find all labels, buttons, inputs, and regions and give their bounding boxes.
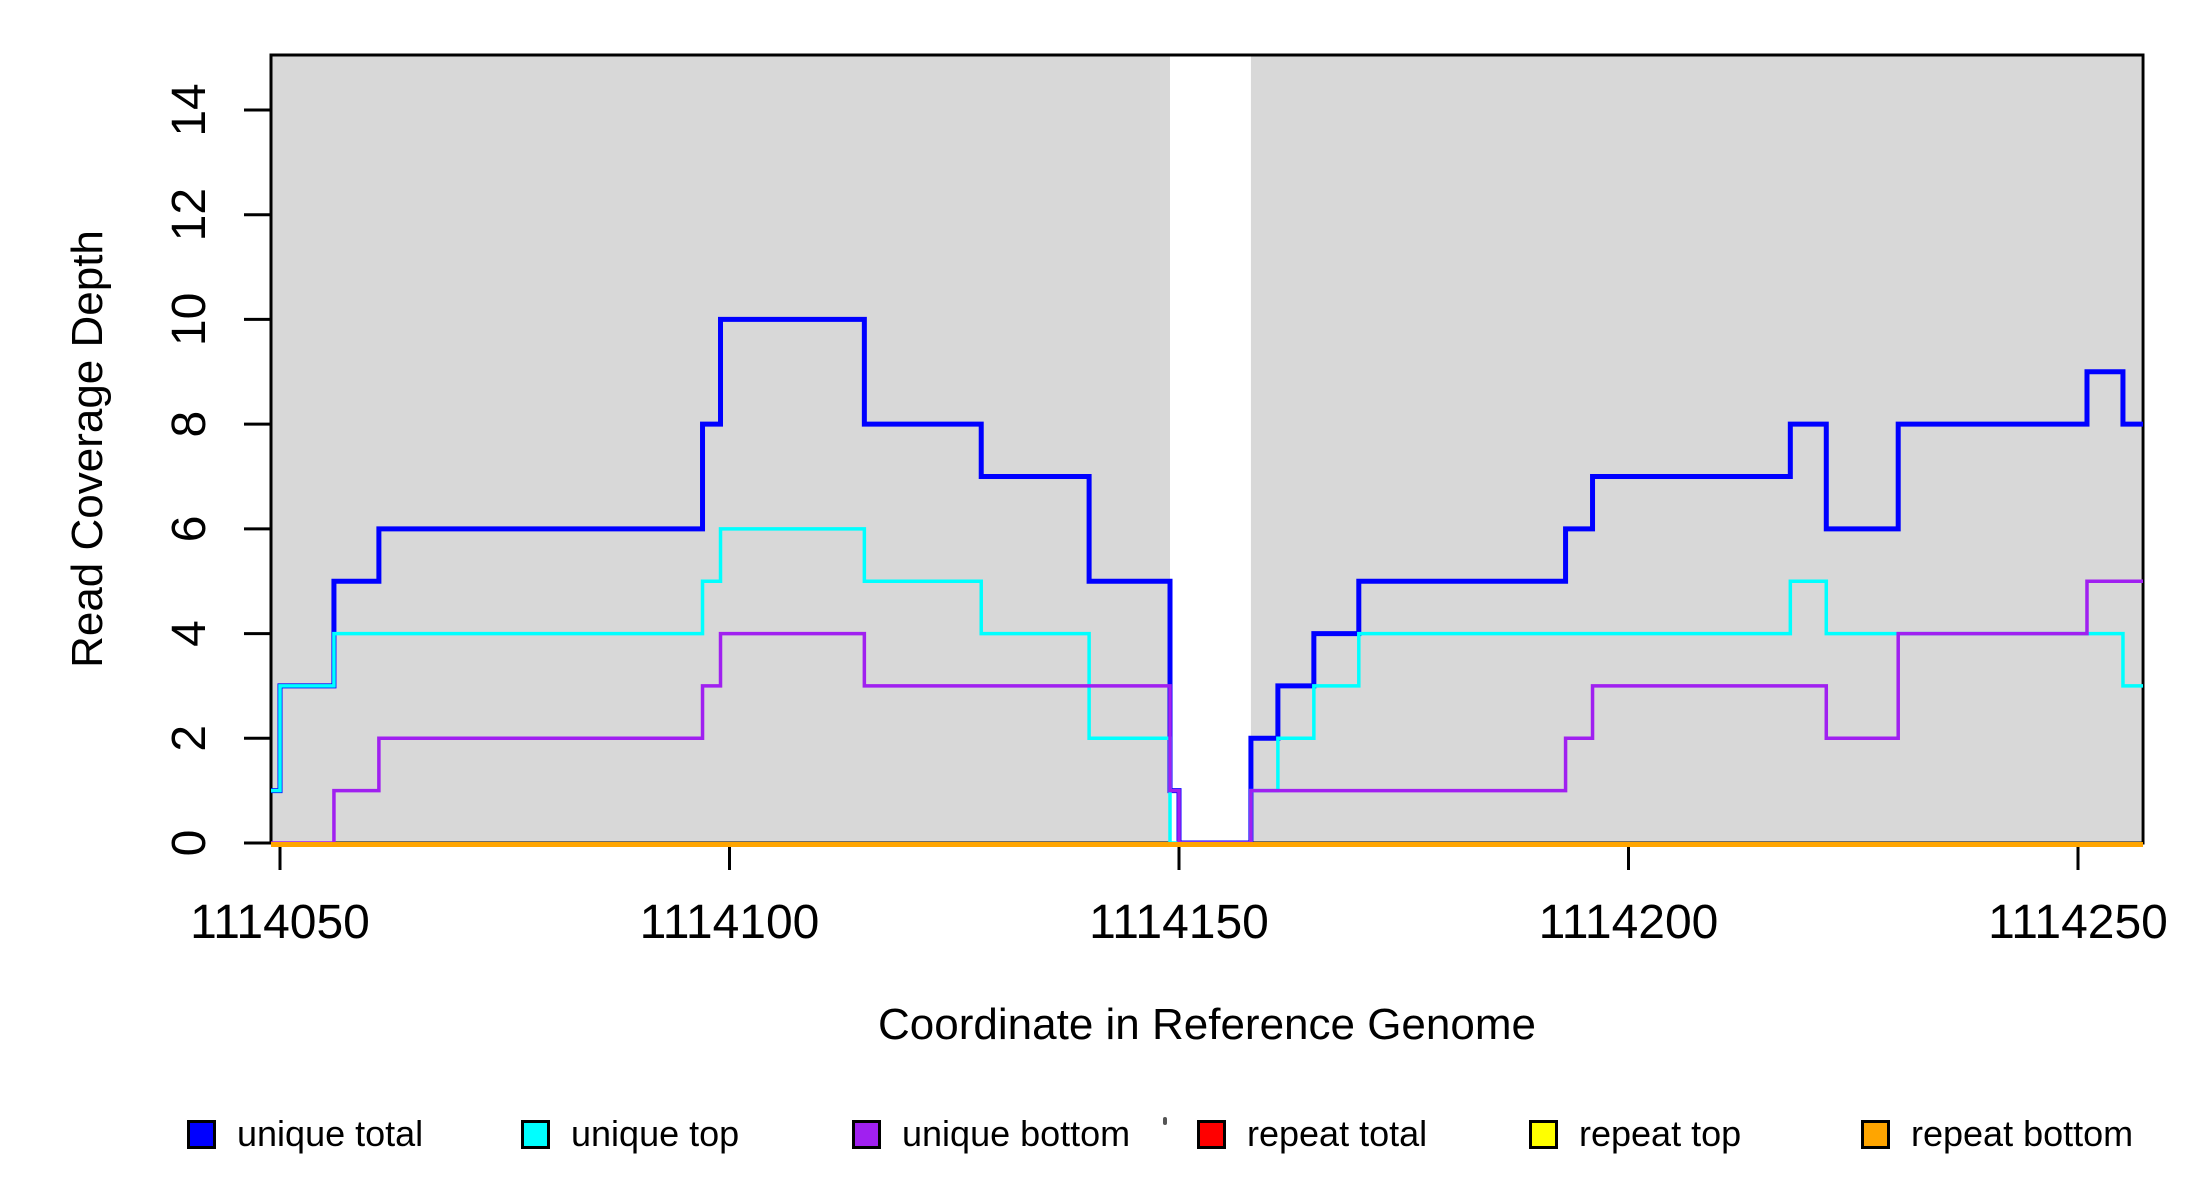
- legend-item-unique-total: unique total: [187, 1106, 423, 1162]
- y-tick-label: 10: [163, 293, 216, 346]
- plot-background-region-1: [1250, 55, 2141, 843]
- x-axis-title: Coordinate in Reference Genome: [878, 1000, 1536, 1049]
- legend-swatch-unique-bottom: [852, 1119, 881, 1149]
- legend-label: repeat total: [1247, 1113, 1428, 1154]
- legend-label: unique total: [237, 1113, 424, 1154]
- legend-item-repeat-top: repeat top: [1529, 1106, 1741, 1162]
- x-tick-label: 1114050: [190, 896, 370, 949]
- series-unique-bottom-line: [271, 579, 2143, 845]
- legend-swatch-repeat-bottom: [1861, 1119, 1890, 1149]
- legend-swatch-unique-top: [521, 1119, 550, 1149]
- legend-label: repeat bottom: [1911, 1113, 2134, 1154]
- y-tick-label: 14: [163, 83, 216, 136]
- legend-swatch-repeat-top: [1529, 1119, 1558, 1149]
- legend-swatch-unique-total: [187, 1119, 216, 1149]
- plot-background-region-0: [271, 55, 1171, 843]
- y-axis-title: Read Coverage Depth: [63, 230, 112, 668]
- legend-item-unique-top: unique top: [521, 1106, 739, 1162]
- legend: unique total unique top unique bottom repea…: [0, 1106, 2200, 1162]
- legend-item-repeat-total: repeat total: [1197, 1106, 1427, 1162]
- y-tick-label: 4: [163, 620, 216, 647]
- y-tick-label: 12: [163, 188, 216, 241]
- x-tick-label: 1114100: [640, 896, 820, 949]
- legend-label: repeat top: [1579, 1113, 1742, 1154]
- stray-mark: [1163, 1117, 1167, 1125]
- x-tick-label: 1114200: [1539, 896, 1719, 949]
- x-tick-label: 1114250: [1988, 896, 2168, 949]
- legend-item-unique-bottom: unique bottom: [852, 1106, 1130, 1162]
- legend-label: unique bottom: [902, 1113, 1131, 1154]
- y-tick-label: 0: [163, 830, 216, 857]
- y-tick-label: 6: [163, 515, 216, 542]
- legend-swatch-repeat-total: [1197, 1119, 1226, 1149]
- y-tick-label: 8: [163, 411, 216, 438]
- x-tick-label: 1114150: [1089, 896, 1269, 949]
- legend-label: unique top: [571, 1113, 740, 1154]
- legend-item-repeat-bottom: repeat bottom: [1861, 1106, 2133, 1162]
- y-tick-label: 2: [163, 725, 216, 752]
